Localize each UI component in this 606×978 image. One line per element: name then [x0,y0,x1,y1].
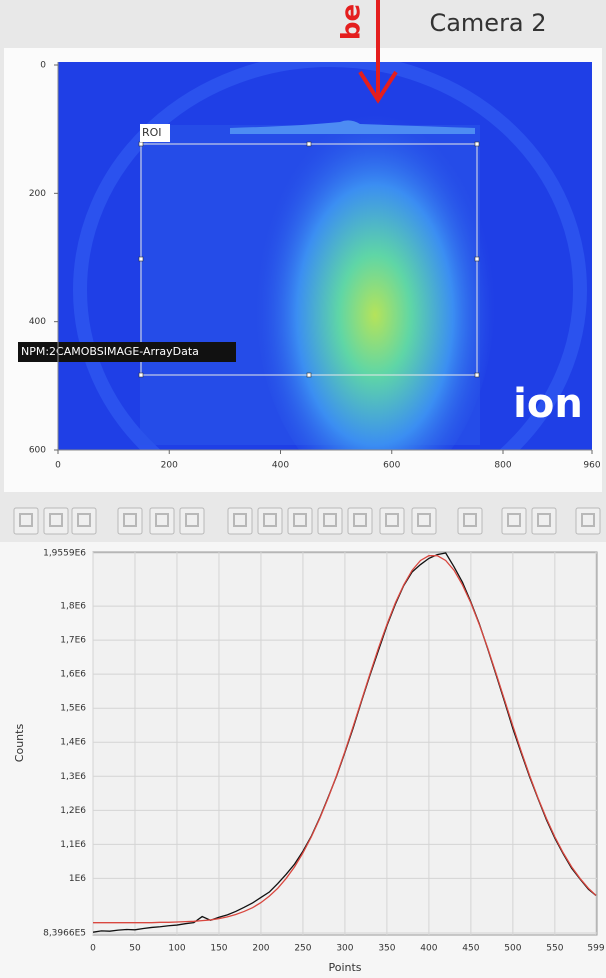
image-y-tick-label: 200 [29,189,46,199]
button-icon [353,513,367,527]
roi-handle[interactable] [138,141,144,147]
y-axis-label: Counts [13,724,26,763]
image-x-tick-label: 200 [161,461,178,471]
roi[interactable] [138,141,480,378]
beam-edge [230,120,475,134]
toolbar-button[interactable] [43,507,69,535]
pv-label-box [18,342,236,362]
beam-arrow: be [337,0,398,104]
window-title: Camera 2 [429,9,546,37]
image-x-tick-label: 0 [55,461,61,471]
button-icon [507,513,521,527]
toolbar-button[interactable] [71,507,97,535]
toolbar-button[interactable] [117,507,143,535]
button-icon [233,513,247,527]
button-icon [185,513,199,527]
toolbar [13,507,601,535]
toolbar-button[interactable] [257,507,283,535]
x-tick-label: 550 [546,944,563,954]
toolbar-button[interactable] [379,507,405,535]
x-tick-label: 50 [129,944,141,954]
button-icon [537,513,551,527]
arrow-label: be [337,4,367,40]
button-icon [417,513,431,527]
button-icon [123,513,137,527]
image-x-tick-label: 600 [383,461,400,471]
button-icon [581,513,595,527]
y-tick-label: 1,9559E6 [43,549,86,559]
y-tick-label: 1,3E6 [60,772,86,782]
roi-handle[interactable] [474,372,480,378]
button-icon [263,513,277,527]
y-tick-label: 8,3966E5 [43,929,86,939]
image-y-tick-label: 600 [29,446,46,456]
overlay-text: ion [513,381,583,427]
y-tick-label: 1,8E6 [60,602,86,612]
image-x-tick-label: 960 [583,461,600,471]
x-tick-label: 300 [336,944,353,954]
toolbar-button[interactable] [317,507,343,535]
grid [92,552,597,935]
toolbar-button[interactable] [457,507,483,535]
x-tick-label: 200 [252,944,269,954]
button-icon [155,513,169,527]
image-ring [73,62,587,450]
image-x-tick-label: 800 [494,461,511,471]
y-tick-label: 1,6E6 [60,670,86,680]
x-tick-label: 350 [378,944,395,954]
toolbar-button[interactable] [575,507,601,535]
button-icon [385,513,399,527]
image-y-tick-label: 400 [29,317,46,327]
toolbar-button[interactable] [179,507,205,535]
y-tick-label: 1,1E6 [60,840,86,850]
roi-handle[interactable] [306,372,312,378]
x-tick-label: 250 [294,944,311,954]
toolbar-button[interactable] [411,507,437,535]
roi-label-box [140,124,170,142]
toolbar-button[interactable] [149,507,175,535]
y-tick-label: 1,2E6 [60,806,86,816]
roi-handle[interactable] [474,141,480,147]
y-tick-label: 1E6 [69,874,86,884]
image-y-tick-label: 0 [40,61,46,71]
toolbar-button[interactable] [531,507,557,535]
button-icon [463,513,477,527]
roi-label: ROI [142,126,162,139]
y-tick-label: 1,7E6 [60,636,86,646]
image-x-tick-label: 400 [272,461,289,471]
x-tick-label: 599 [587,944,604,954]
roi-handle[interactable] [306,141,312,147]
x-tick-label: 450 [462,944,479,954]
y-tick-label: 1,4E6 [60,738,86,748]
roi-handle[interactable] [474,256,480,262]
pv-label: NPM:2CAMOBSIMAGE-ArrayData [21,345,199,358]
toolbar-button[interactable] [287,507,313,535]
x-tick-label: 0 [90,944,96,954]
y-tick-label: 1,5E6 [60,704,86,714]
button-icon [77,513,91,527]
toolbar-button[interactable] [501,507,527,535]
arrow-head [358,70,398,104]
toolbar-button[interactable] [347,507,373,535]
x-tick-label: 500 [504,944,521,954]
toolbar-button[interactable] [227,507,253,535]
plot-lines [93,552,597,933]
data-line [93,555,597,924]
beam-spot [255,95,495,450]
x-tick-label: 150 [210,944,227,954]
button-icon [323,513,337,527]
x-tick-label: 100 [168,944,185,954]
button-icon [293,513,307,527]
roi-handle[interactable] [138,256,144,262]
button-icon [19,513,33,527]
x-axis-label: Points [328,961,361,974]
x-tick-label: 400 [420,944,437,954]
roi-handle[interactable] [138,372,144,378]
toolbar-button[interactable] [13,507,39,535]
button-icon [49,513,63,527]
